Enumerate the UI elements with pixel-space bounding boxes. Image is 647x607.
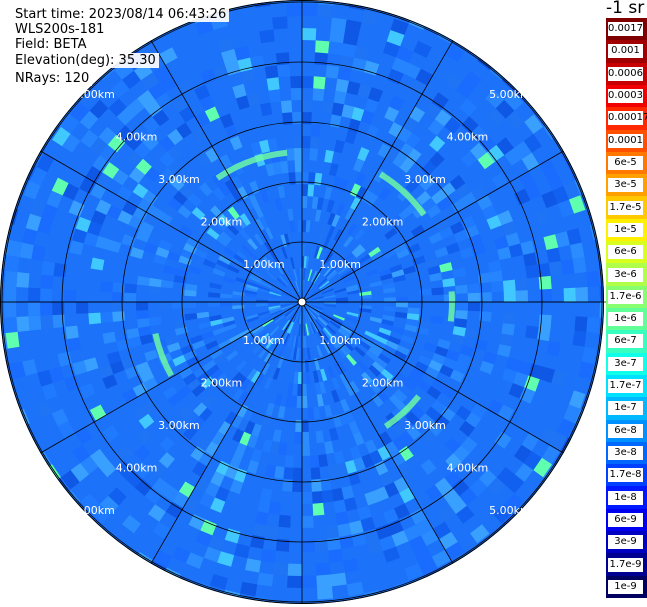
colorbar-label: 6e-5 [608,156,643,170]
colorbar-label: 1e-7 [608,401,643,416]
colorbar-label: 3e-8 [608,446,643,460]
elevation-text: Elevation(deg): 35.30 [12,53,159,68]
aerosol-layer-arc [383,394,422,429]
field-text: Field: BETA [12,37,90,52]
colorbar-label: 0.0001 [608,133,643,148]
colorbar-label: 0.0017 [608,22,643,37]
colorbar-label: 0.0003 [608,89,643,104]
colorbar-label: 6e-7 [608,334,643,349]
colorbar-label: 6e-9 [608,512,643,527]
colorbar: 0.0017 0.001 0.0006 0.0003 0.00017 0.0001 6e-5… [606,18,647,599]
range-label: 1.00km [319,334,361,347]
range-label: 4.00km [447,461,489,474]
field-cells [10,1,588,597]
range-label: 2.00km [201,215,243,228]
colorbar-label: 6e-6 [608,245,643,260]
range-labels: 1.00km 1.00km 1.00km 1.00km 2.00km 2.00km 2.00… [73,88,530,517]
field-cells [30,1,601,601]
colorbar-label: 1e-6 [608,312,643,327]
colorbar-label: 3e-7 [608,356,643,371]
aerosol-layer-arc [152,332,174,378]
colorbar-label: 0.0006 [608,66,643,81]
colorbar-unit: -1 sr [606,0,645,18]
colorbar-label: 1.7e-9 [608,557,643,572]
range-label: 5.00km [73,504,115,517]
range-label: 3.00km [404,419,446,432]
range-label: 3.00km [404,173,446,186]
range-label: 3.00km [158,173,200,186]
colorbar-label: 6e-8 [608,423,643,438]
colorbar-label: 3e-9 [608,535,643,550]
range-label: 4.00km [447,131,489,144]
colorbar-label: 3e-6 [608,267,643,282]
colorbar-label: 3e-5 [608,178,643,193]
range-label: 4.00km [116,461,158,474]
colorbar-label: 1e-8 [608,490,643,505]
range-label: 3.00km [158,419,200,432]
aerosol-layer-arc [215,149,288,181]
range-label: 1.00km [243,258,285,271]
range-label: 5.00km [489,504,531,517]
ppi-scan-plot: 1.00km 1.00km 1.00km 1.00km 2.00km 2.00km 2.00… [0,0,606,604]
colorbar-label: 1.7e-5 [608,200,643,215]
range-label: 2.00km [362,377,404,390]
colorbar-label: 1.7e-6 [608,289,643,304]
range-label: 5.00km [73,88,115,101]
aerosol-layer-arc [378,171,427,217]
range-label: 1.00km [319,258,361,271]
colorbar-label: 1e-9 [608,579,643,594]
range-label: 5.00km [489,88,531,101]
lidar-center-marker [297,297,307,307]
start-time-text: Start time: 2023/08/14 06:43:26 [12,7,230,22]
range-label: 2.00km [201,377,243,390]
colorbar-label: 1.7e-7 [608,379,643,394]
colorbar-label: 1e-5 [608,222,643,237]
range-label: 1.00km [243,334,285,347]
range-ring-grid [0,0,606,604]
aerosol-layer-arc [447,291,455,322]
nrays-text: NRays: 120 [12,71,93,86]
colorbar-label: 1.7e-8 [608,468,643,483]
colorbar-label: 0.00017 [608,111,647,126]
field-cells [4,0,587,598]
range-label: 2.00km [362,215,404,228]
field-cells [6,4,600,588]
range-label: 4.00km [116,131,158,144]
colorbar-label: 0.001 [608,44,643,59]
instrument-name-text: WLS200s-181 [12,22,108,37]
